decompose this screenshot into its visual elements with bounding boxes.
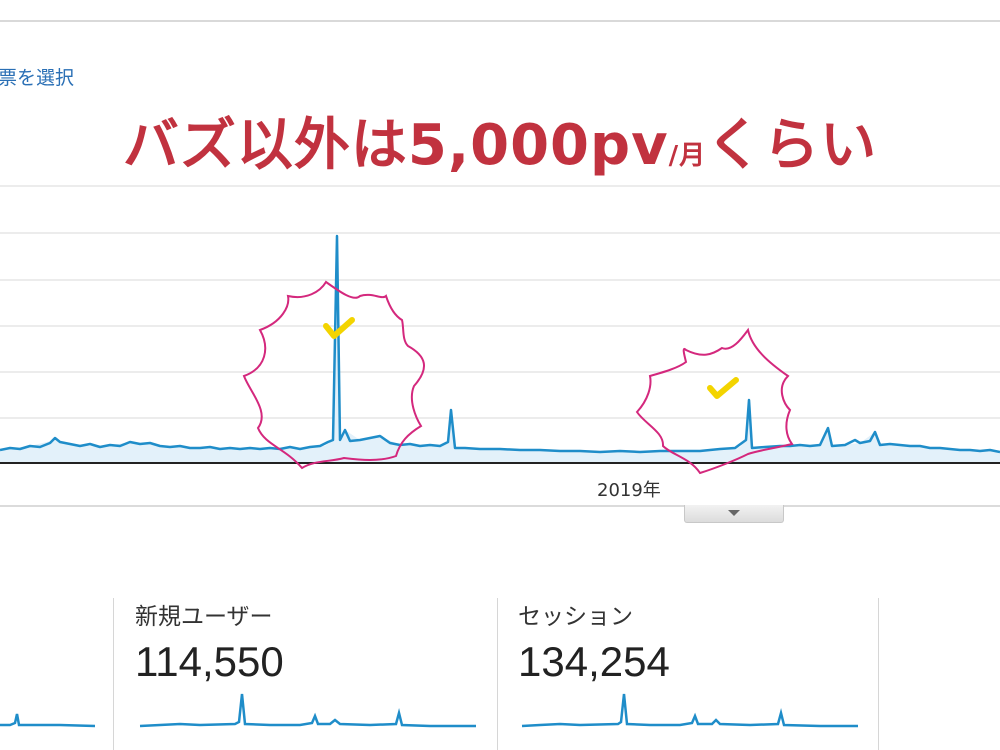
card-new-users-label: 新規ユーザー	[135, 604, 273, 630]
headline-tail: くらい	[706, 113, 878, 178]
card-sessions-value: 134,254	[518, 638, 670, 685]
card-divider	[113, 598, 114, 750]
card-divider	[878, 598, 879, 750]
card-divider	[497, 598, 498, 750]
sparkline-sessions	[521, 693, 858, 728]
sparkline-prev	[0, 713, 96, 728]
check-icon-left	[323, 317, 355, 339]
sessions-line-chart	[0, 185, 1000, 507]
annotation-burst-right	[635, 327, 794, 475]
x-axis-year-label: 2019年	[597, 480, 661, 501]
chart-area	[0, 236, 1000, 464]
sparkline-new-users	[139, 693, 476, 728]
annotation-burst-left	[242, 280, 425, 470]
sparklines	[0, 693, 858, 728]
headline-main: バズ以外は5,000pv	[122, 113, 669, 178]
select-metric-link[interactable]: 票を選択	[0, 67, 75, 89]
check-icon-right	[707, 377, 739, 399]
chevron-down-icon	[728, 510, 740, 516]
card-sessions-label: セッション	[518, 604, 633, 630]
headline-annotation: バズ以外は5,000pv/月くらい	[0, 100, 1000, 181]
chart-gridlines	[0, 185, 1000, 419]
chart-series-line	[0, 234, 1000, 454]
top-divider	[0, 20, 1000, 22]
chart-collapse-toggle[interactable]	[684, 505, 784, 523]
headline-unit: /月	[668, 141, 707, 171]
card-new-users-value: 114,550	[135, 638, 284, 685]
